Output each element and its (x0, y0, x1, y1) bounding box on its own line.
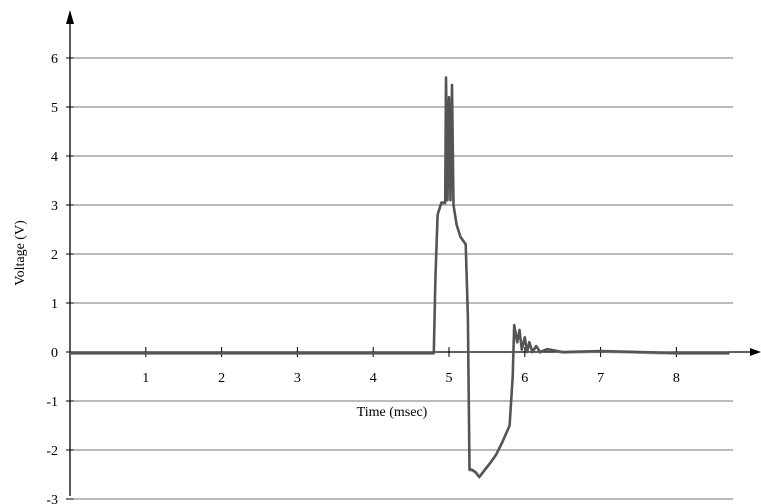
series-group (70, 76, 730, 480)
x-tick-label-8: 8 (673, 371, 680, 386)
y-axis-label: Voltage (V) (13, 220, 28, 286)
gridlines (70, 57, 733, 500)
x-tick-label-2: 2 (218, 371, 225, 386)
x-axis-arrowhead (750, 348, 761, 356)
x-tick-label-7: 7 (597, 371, 604, 386)
x-tick-label-1: 1 (142, 371, 149, 386)
x-tick-label-4: 4 (370, 371, 377, 386)
y-tick-label-5: 5 (51, 101, 58, 116)
x-tick-label-3: 3 (294, 371, 301, 386)
y-tick-label--1: -1 (46, 395, 58, 410)
y-tick-label--3: -3 (46, 493, 58, 504)
y-tick-labels: -3 -2 -1 0 1 2 3 4 5 6 (46, 52, 58, 504)
y-tick-label-2: 2 (51, 248, 58, 263)
y-tick-label-0: 0 (51, 346, 58, 361)
x-tick-label-6: 6 (521, 371, 528, 386)
x-tick-labels: 1 2 3 4 5 6 7 8 (142, 371, 680, 386)
series-line-0 (70, 76, 730, 479)
y-tick-label--2: -2 (46, 444, 58, 459)
y-tick-label-4: 4 (51, 150, 58, 165)
x-tick-label-5: 5 (446, 371, 453, 386)
series-noise-0 (70, 79, 730, 480)
y-axis-arrowhead (66, 10, 74, 24)
y-tick-label-6: 6 (51, 52, 58, 67)
y-tick-label-1: 1 (51, 297, 58, 312)
x-axis-label: Time (msec) (357, 405, 428, 420)
y-tick-label-3: 3 (51, 199, 58, 214)
